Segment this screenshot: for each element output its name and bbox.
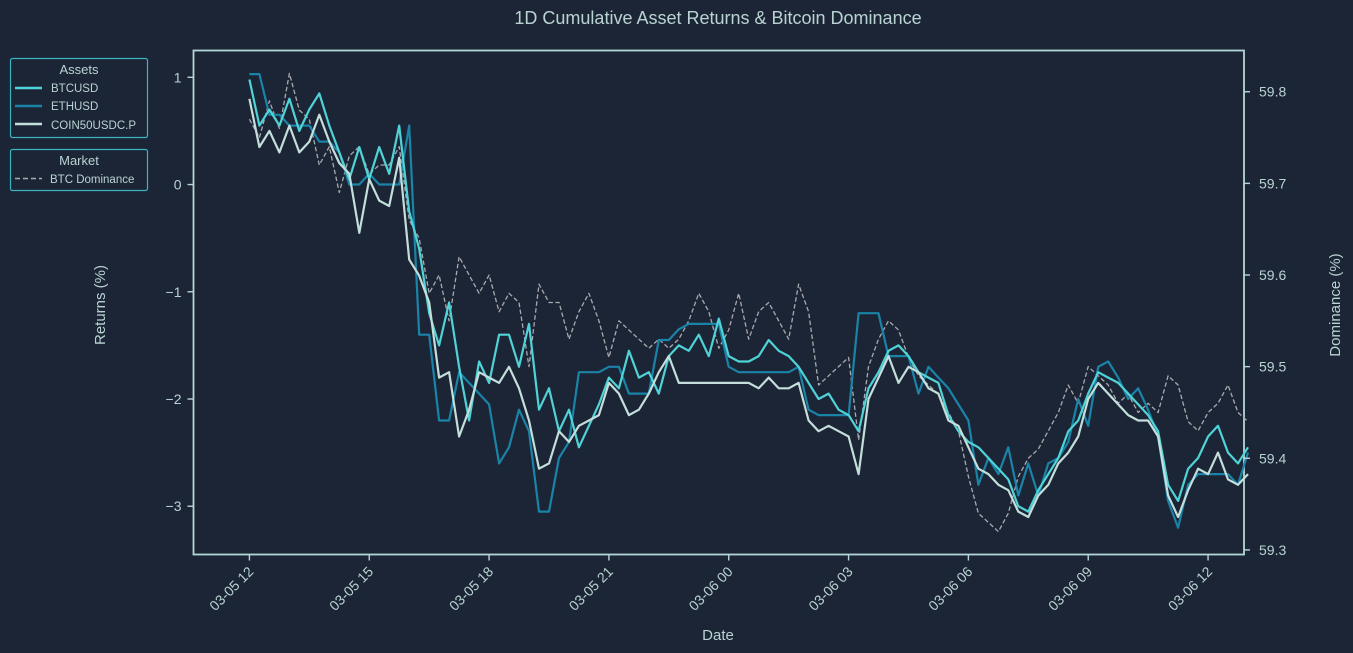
y-tick-label-right: 59.3 — [1259, 542, 1286, 558]
x-axis-label: Date — [702, 627, 734, 644]
y-axis-left-label: Returns (%) — [92, 265, 109, 345]
y-tick-label-left: 0 — [174, 177, 182, 193]
y-tick-label-right: 59.4 — [1259, 450, 1286, 466]
legend-label-coin50: COIN50USDC.P — [51, 120, 136, 132]
series-layer — [248, 72, 1250, 533]
y-axis-left: 1 0 −1 −2 −3 — [166, 69, 194, 514]
y-tick-label-left: −1 — [166, 284, 182, 300]
legend-assets: Assets BTCUSD ETHUSD COIN50USDC.P — [9, 57, 149, 139]
y-tick-label-right: 59.5 — [1259, 359, 1286, 375]
y-tick-label-right: 59.8 — [1259, 84, 1286, 100]
chart-title: 1D Cumulative Asset Returns & Bitcoin Do… — [514, 8, 921, 28]
legend-label-btcusd: BTCUSD — [51, 83, 98, 95]
legend-market-box — [9, 148, 149, 192]
y-tick-label-left: −2 — [166, 391, 182, 407]
legend-label-btc-dominance: BTC Dominance — [50, 174, 134, 186]
y-tick-label-right: 59.6 — [1259, 267, 1286, 283]
y-axis-right-label: Dominance (%) — [1327, 253, 1344, 356]
legend-market-title: Market — [59, 153, 99, 168]
y-tick-label-left: −3 — [166, 498, 182, 514]
y-tick-label-right: 59.7 — [1259, 175, 1286, 191]
y-tick-label-left: 1 — [174, 69, 182, 85]
legend-assets-title: Assets — [59, 62, 99, 77]
series-line-btc-dominance — [248, 72, 1249, 533]
legend-assets-box — [9, 57, 149, 139]
y-axis-right: 59.8 59.7 59.6 59.5 59.4 59.3 — [1244, 84, 1286, 558]
legend-market: Market BTC Dominance — [9, 148, 149, 192]
series-line-ethusd — [249, 72, 1250, 529]
legend-label-ethusd: ETHUSD — [51, 101, 98, 113]
series-line-btcusd — [248, 79, 1249, 513]
series-line-coin50usdc-p — [248, 98, 1249, 519]
plot-frame — [192, 49, 1245, 556]
